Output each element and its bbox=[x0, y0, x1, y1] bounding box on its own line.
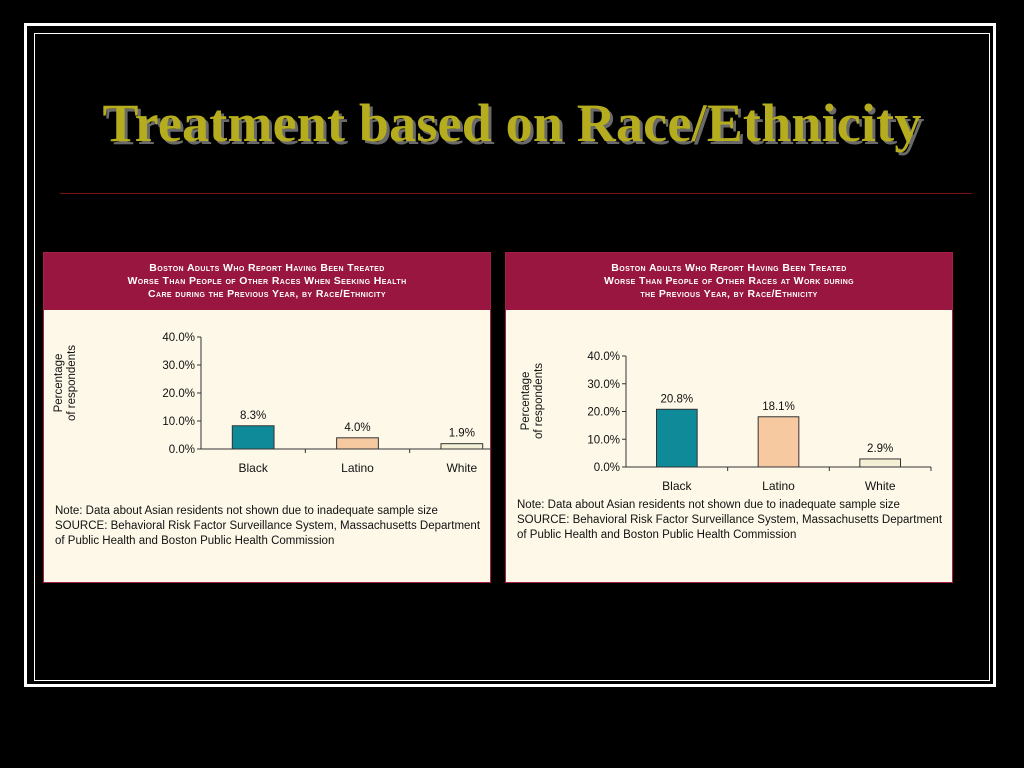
x-tick-label: Latino bbox=[762, 479, 795, 493]
y-axis-label-line: Percentage bbox=[520, 372, 532, 431]
slide-frame-outer bbox=[24, 23, 996, 687]
y-tick-label: 10.0% bbox=[162, 416, 195, 428]
chart-note: Note: Data about Asian residents not sho… bbox=[517, 499, 900, 511]
data-label: 20.8% bbox=[661, 393, 694, 405]
title-divider bbox=[60, 193, 972, 194]
chart-title-line: the Previous Year, by Race/Ethnicity bbox=[640, 288, 818, 300]
y-tick-label: 0.0% bbox=[169, 444, 195, 456]
chart-note: Note: Data about Asian residents not sho… bbox=[55, 505, 438, 517]
slide-frame-inner bbox=[34, 33, 990, 681]
chart-title-line: Boston Adults Who Report Having Been Tre… bbox=[149, 262, 385, 274]
y-tick-label: 20.0% bbox=[162, 388, 195, 400]
y-axis-label-line: Percentage bbox=[53, 354, 65, 413]
bar bbox=[231, 425, 275, 450]
bar-chart: 0.0% 10.0% 20.0% 30.0% 40.0% Percentageof res… bbox=[520, 351, 932, 493]
chart-panel-health-care: Boston Adults Who Report Having Been Tre… bbox=[43, 252, 492, 583]
y-tick-label: 40.0% bbox=[162, 332, 195, 344]
y-tick-label: 10.0% bbox=[587, 434, 620, 446]
chart-notes: Note: Data about Asian residents not sho… bbox=[517, 498, 944, 543]
chart-source: SOURCE: Behavioral Risk Factor Surveilla… bbox=[55, 520, 481, 547]
slide-title: Treatment based on Race/Ethnicity bbox=[102, 93, 922, 153]
data-label: 2.9% bbox=[867, 443, 893, 455]
chart-title-line: Worse Than People of Other Races When Se… bbox=[127, 275, 407, 287]
bar bbox=[336, 437, 379, 450]
chart-source: SOURCE: Behavioral Risk Factor Surveilla… bbox=[517, 514, 943, 541]
y-tick-label: 20.0% bbox=[587, 407, 620, 419]
chart-title-line: Boston Adults Who Report Having Been Tre… bbox=[611, 262, 847, 274]
chart-title: Boston Adults Who Report Having Been Tre… bbox=[506, 253, 952, 310]
x-tick-label: White bbox=[865, 479, 896, 493]
bar bbox=[859, 458, 902, 468]
chart-panel-work: Boston Adults Who Report Having Been Tre… bbox=[505, 252, 953, 583]
y-axis-label: Percentageof respondents bbox=[520, 363, 545, 439]
chart-title-line: Care during the Previous Year, by Race/E… bbox=[148, 288, 386, 300]
bar bbox=[656, 408, 698, 468]
data-label: 4.0% bbox=[344, 422, 370, 434]
bar-chart: 0.0% 10.0% 20.0% 30.0% 40.0% Percentageof res… bbox=[53, 332, 492, 475]
x-tick-label: White bbox=[446, 461, 477, 475]
chart-title: Boston Adults Who Report Having Been Tre… bbox=[44, 253, 490, 310]
y-tick-label: 40.0% bbox=[587, 351, 620, 363]
x-tick-label: Latino bbox=[341, 461, 374, 475]
chart-notes: Note: Data about Asian residents not sho… bbox=[55, 504, 482, 549]
data-label: 8.3% bbox=[240, 410, 266, 422]
data-label: 1.9% bbox=[449, 428, 475, 440]
x-tick-label: Black bbox=[662, 479, 692, 493]
y-tick-label: 0.0% bbox=[594, 462, 620, 474]
bar bbox=[757, 416, 800, 468]
y-axis-label-line: of respondents bbox=[533, 363, 545, 439]
y-axis-label: Percentageof respondents bbox=[53, 345, 78, 421]
data-label: 18.1% bbox=[762, 401, 795, 413]
x-tick-label: Black bbox=[238, 461, 268, 475]
y-axis-label-line: of respondents bbox=[66, 345, 78, 421]
bar bbox=[440, 443, 484, 450]
chart-title-line: Worse Than People of Other Races at Work… bbox=[603, 275, 855, 287]
y-tick-label: 30.0% bbox=[162, 360, 195, 372]
y-tick-label: 30.0% bbox=[587, 379, 620, 391]
